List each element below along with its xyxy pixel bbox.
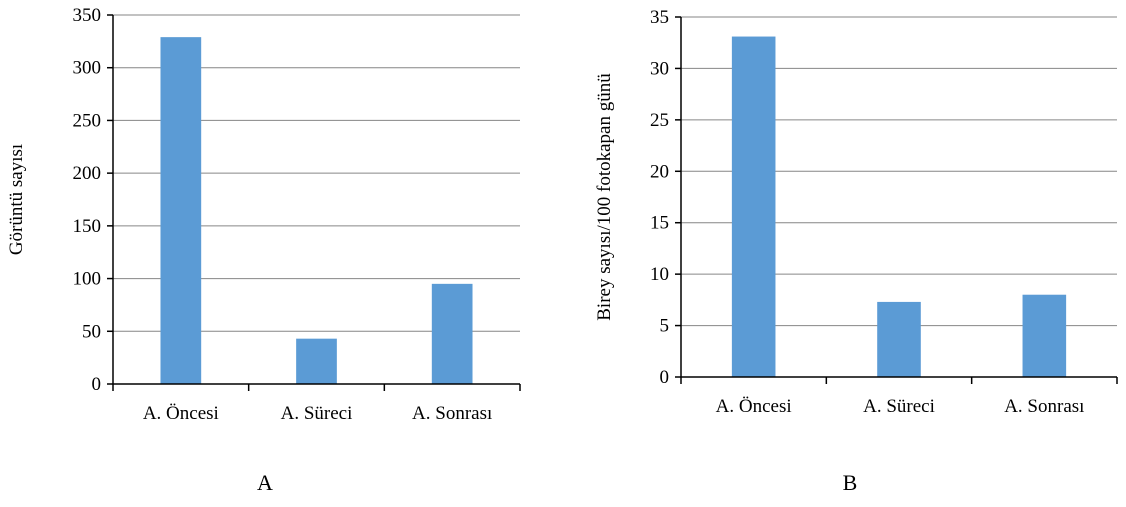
y-tick-label: 350 [73,5,102,26]
y-tick-label: 150 [73,216,102,237]
y-axis-title: Görüntü sayısı [6,144,27,255]
bar-1 [731,36,776,378]
panel-label: B [843,470,858,495]
y-tick-label: 25 [650,110,669,131]
x-tick-label: A. Öncesi [143,403,219,424]
x-tick-label: A. Öncesi [716,396,792,417]
y-axis-title: Birey sayısı/100 fotokapan günü [594,73,615,321]
y-tick-label: 0 [660,367,670,388]
y-tick-label: 300 [73,58,102,79]
y-tick-label: 200 [73,163,102,184]
y-tick-label: 50 [82,321,101,342]
chart-panel-a: 0 50 100 150 200 250 300 350 A. Öncesi A. Süreci A… [6,5,521,495]
y-tick-label: 5 [660,316,670,337]
chart-panel-b: 0 5 10 15 20 25 30 35 A. Öncesi A. Süreci A. Sonra… [594,7,1118,495]
y-tick-label: 15 [650,213,669,234]
y-tick-label: 100 [73,269,102,290]
x-tick-label: A. Sonrası [412,403,492,424]
bar-1 [160,37,202,384]
panel-label: A [257,470,273,495]
y-tick-label: 10 [650,264,669,285]
bar-2 [877,301,921,377]
x-tick-label: A. Süreci [281,403,353,424]
y-tick-label: 30 [650,58,669,79]
y-tick-label: 0 [92,374,102,395]
y-tick-label: 250 [73,110,102,131]
x-tick-label: A. Süreci [863,396,935,417]
bar-2 [296,338,337,384]
y-tick-label: 35 [650,7,669,28]
x-tick-label: A. Sonrası [1004,396,1084,417]
bar-3 [431,283,473,384]
bar-3 [1022,294,1067,377]
y-tick-label: 20 [650,161,669,182]
